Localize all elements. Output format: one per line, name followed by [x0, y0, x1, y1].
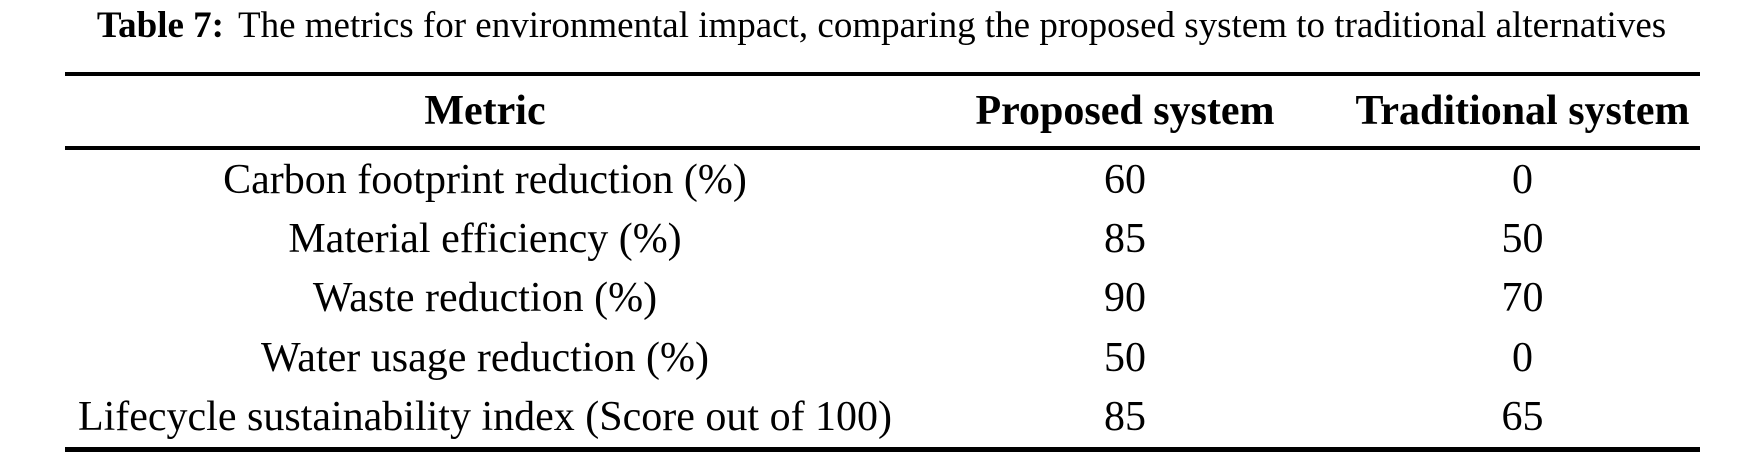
- proposed-value-cell: 85: [1104, 216, 1146, 263]
- proposed-value-cell: 50: [1104, 334, 1146, 381]
- table-bottom-rule: [65, 446, 1700, 452]
- col-header-traditional-system: Traditional system: [1355, 88, 1690, 134]
- traditional-value-cell: 50: [1501, 216, 1544, 263]
- col-header-metric: Metric: [424, 88, 546, 134]
- metric-cell: Lifecycle sustainability index (Score ou…: [77, 394, 893, 441]
- table-header-row: Metric Proposed system Traditional syste…: [65, 76, 1700, 146]
- metrics-table: Metric Proposed system Traditional syste…: [65, 72, 1700, 452]
- proposed-value-cell: 60: [1104, 156, 1146, 203]
- table-header-rule: [65, 146, 1700, 150]
- table-caption: Table 7: The metrics for environmental im…: [0, 2, 1763, 50]
- table-top-rule: [65, 72, 1700, 76]
- traditional-value-cell: 65: [1501, 394, 1544, 441]
- table-caption-text: The metrics for environmental impact, co…: [237, 5, 1667, 46]
- metric-cell: Material efficiency (%): [288, 216, 682, 263]
- table-row: Water usage reduction (%) 50 0: [65, 328, 1700, 387]
- traditional-value-cell: 70: [1501, 275, 1544, 322]
- table-caption-label: Table 7:: [96, 5, 224, 46]
- metric-cell: Carbon footprint reduction (%): [223, 156, 747, 203]
- table-row: Material efficiency (%) 85 50: [65, 209, 1700, 268]
- metric-cell: Water usage reduction (%): [261, 334, 709, 381]
- table-row: Carbon footprint reduction (%) 60 0: [65, 150, 1700, 209]
- proposed-value-cell: 85: [1104, 394, 1146, 441]
- traditional-value-cell: 0: [1512, 334, 1533, 381]
- table-row: Lifecycle sustainability index (Score ou…: [65, 388, 1700, 447]
- metric-cell: Waste reduction (%): [312, 275, 658, 322]
- col-header-proposed-system: Proposed system: [975, 88, 1275, 134]
- proposed-value-cell: 90: [1104, 275, 1146, 322]
- traditional-value-cell: 0: [1512, 156, 1533, 203]
- table-row: Waste reduction (%) 90 70: [65, 269, 1700, 328]
